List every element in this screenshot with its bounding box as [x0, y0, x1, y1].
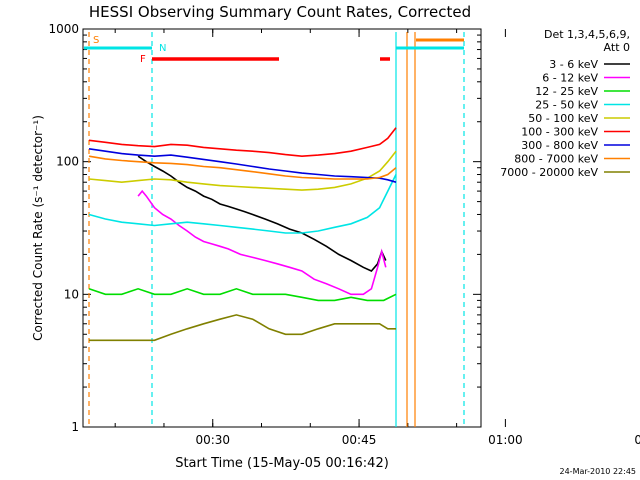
- x-tick-label: 00:45: [342, 433, 377, 447]
- x-axis-label: Start Time (15-May-05 00:16:42): [175, 456, 389, 471]
- y-axis-ticks: 1 10 100 1000: [48, 22, 481, 434]
- legend-label: 800 - 7000 keV: [514, 153, 598, 166]
- flag-label-n: N: [159, 43, 166, 54]
- flag-label-s: S: [93, 35, 99, 46]
- legend-label: 50 - 100 keV: [528, 112, 598, 125]
- footer-timestamp: 24-Mar-2010 22:45: [560, 467, 637, 476]
- legend-label: 3 - 6 keV: [549, 58, 598, 71]
- legend-label: 12 - 25 keV: [535, 85, 598, 98]
- series-line-3: [88, 174, 397, 234]
- y-axis-label: Corrected Count Rate (s⁻¹ detector⁻¹): [31, 115, 45, 341]
- x-tick-label: 01:00: [488, 433, 523, 447]
- x-tick-label: 00:30: [195, 433, 230, 447]
- series-line-1: [137, 189, 387, 296]
- y-tick-label: 10: [64, 287, 79, 301]
- legend-label: 100 - 300 keV: [521, 126, 598, 139]
- legend-label: 300 - 800 keV: [521, 139, 598, 152]
- flag-bars: S N F: [84, 35, 464, 65]
- y-tick-label: 1: [71, 420, 79, 434]
- plot-frame: [82, 28, 482, 428]
- series-line-7: [88, 155, 397, 180]
- legend-label: 25 - 50 keV: [535, 99, 598, 112]
- legend-label: 7000 - 20000 keV: [500, 166, 598, 179]
- series-line-2: [88, 287, 397, 302]
- flag-label-f: F: [140, 54, 146, 65]
- series-lines: [88, 127, 397, 342]
- legend-header-attenuator: Att 0: [604, 41, 630, 54]
- series-line-4: [88, 150, 397, 191]
- chart-title: HESSI Observing Summary Count Rates, Cor…: [89, 3, 471, 21]
- series-line-8: [89, 314, 396, 342]
- y-tick-label: 1000: [48, 22, 79, 36]
- series-line-6: [88, 148, 397, 183]
- attenuator-state-lines: [88, 32, 465, 427]
- legend-header-detectors: Det 1,3,4,5,6,9,: [544, 28, 630, 41]
- y-tick-label: 100: [56, 155, 79, 169]
- legend-label: 6 - 12 keV: [542, 72, 598, 85]
- x-tick-label: 01:15: [634, 433, 640, 447]
- series-line-5: [88, 127, 397, 158]
- series-line-0: [137, 155, 387, 272]
